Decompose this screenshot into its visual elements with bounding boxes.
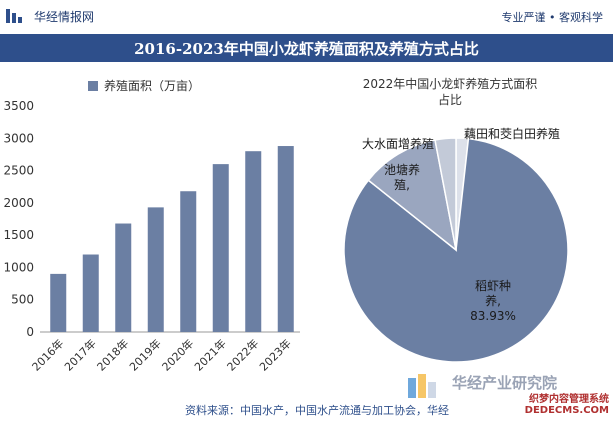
bar bbox=[147, 207, 164, 332]
brand-logo-icon bbox=[6, 9, 22, 23]
pie-slice-label: 养, bbox=[485, 293, 501, 308]
y-tick-label: 3000 bbox=[3, 131, 34, 145]
bar bbox=[212, 164, 229, 332]
footer-bar-icon bbox=[408, 374, 436, 398]
y-tick-label: 500 bbox=[11, 293, 34, 307]
x-tick-label: 2020年 bbox=[159, 336, 196, 373]
pie-slice-label: 大水面增养殖 bbox=[362, 136, 434, 151]
pie-slice bbox=[434, 137, 457, 251]
pie-title-line-2: 占比 bbox=[438, 92, 462, 107]
stamp-line-1: 织梦内容管理系统 bbox=[529, 394, 609, 405]
pie-slice bbox=[367, 139, 458, 252]
brand-name: 华经情报网 bbox=[34, 10, 95, 24]
pie-slice-label: 83.93% bbox=[470, 309, 516, 323]
y-tick-label: 1500 bbox=[3, 228, 34, 242]
pie-slices bbox=[343, 137, 569, 363]
bar bbox=[115, 223, 132, 332]
title-bar bbox=[0, 34, 613, 62]
footer-watermark: 华经产业研究院 bbox=[452, 374, 558, 392]
y-tick-label: 2000 bbox=[3, 196, 34, 210]
source-note: 资料来源：中国水产，中国水产流通与加工协会，华经 bbox=[185, 404, 449, 417]
pie-slice-label: 殖, bbox=[394, 177, 410, 192]
y-tick-label: 2500 bbox=[3, 164, 34, 178]
stamp-line-2: DEDECMS.COM bbox=[524, 405, 609, 416]
pie-slice-label: 池塘养 bbox=[384, 162, 420, 177]
bars bbox=[50, 146, 294, 332]
y-tick-label: 1000 bbox=[3, 260, 34, 274]
x-tick-label: 2023年 bbox=[256, 336, 293, 373]
bar bbox=[180, 191, 197, 332]
chart-area: 养殖面积（万亩） 0 500 1000 1500 2000 2500 3000 3500 20… bbox=[3, 76, 569, 374]
x-tick-label: 2018年 bbox=[94, 336, 131, 373]
top-bar: 华经情报网 专业严谨 • 客观科学 bbox=[0, 0, 613, 34]
x-tick-label: 2021年 bbox=[191, 336, 228, 373]
page-title: 2016-2023年中国小龙虾养殖面积及养殖方式占比 bbox=[134, 40, 479, 58]
y-tick-label: 0 bbox=[26, 325, 34, 339]
x-tick-label: 2019年 bbox=[126, 336, 163, 373]
y-tick-label: 3500 bbox=[3, 99, 34, 113]
bar-chart: 养殖面积（万亩） 0 500 1000 1500 2000 2500 3000 3500 20… bbox=[3, 78, 300, 374]
bar-legend-label: 养殖面积（万亩） bbox=[104, 78, 200, 93]
x-tick-label: 2016年 bbox=[29, 336, 66, 373]
x-tick-label: 2022年 bbox=[224, 336, 261, 373]
x-tick-label: 2017年 bbox=[61, 336, 98, 373]
bar bbox=[277, 146, 294, 332]
site-stamp: 织梦内容管理系统 DEDECMS.COM bbox=[525, 394, 609, 416]
pie-slice-label: 稻虾种 bbox=[475, 279, 511, 293]
bar bbox=[50, 273, 67, 332]
bar bbox=[82, 254, 99, 332]
bar bbox=[245, 151, 262, 332]
bar-legend-swatch bbox=[88, 81, 98, 91]
y-axis: 0 500 1000 1500 2000 2500 3000 3500 bbox=[3, 99, 34, 339]
slogan: 专业严谨 • 客观科学 bbox=[501, 11, 603, 24]
pie-slice-label: 藕田和茭白田养殖 bbox=[464, 126, 560, 141]
pie-title-line-1: 2022年中国小龙虾养殖方式面积 bbox=[363, 76, 538, 91]
